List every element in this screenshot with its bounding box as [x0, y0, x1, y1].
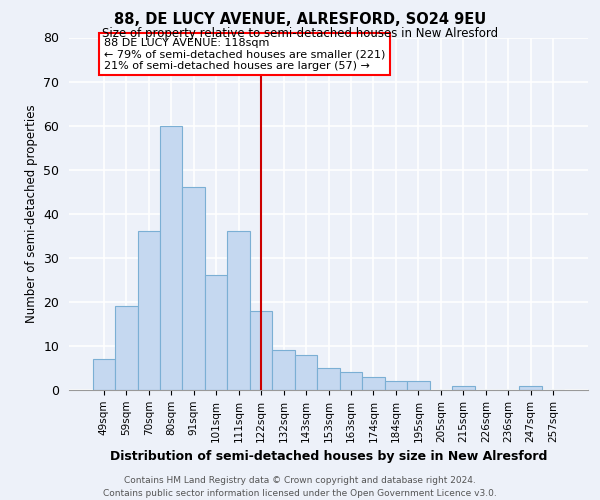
Text: 88, DE LUCY AVENUE, ALRESFORD, SO24 9EU: 88, DE LUCY AVENUE, ALRESFORD, SO24 9EU	[114, 12, 486, 28]
Bar	[452, 386, 475, 390]
Bar	[205, 276, 227, 390]
Bar	[160, 126, 182, 390]
Bar	[272, 350, 295, 390]
Bar	[92, 359, 115, 390]
Bar	[137, 232, 160, 390]
Bar	[250, 310, 272, 390]
Bar	[115, 306, 137, 390]
Bar	[407, 381, 430, 390]
Bar	[340, 372, 362, 390]
Text: Contains HM Land Registry data © Crown copyright and database right 2024.
Contai: Contains HM Land Registry data © Crown c…	[103, 476, 497, 498]
Bar	[385, 381, 407, 390]
Y-axis label: Number of semi-detached properties: Number of semi-detached properties	[25, 104, 38, 323]
Bar	[317, 368, 340, 390]
X-axis label: Distribution of semi-detached houses by size in New Alresford: Distribution of semi-detached houses by …	[110, 450, 547, 463]
Text: 88 DE LUCY AVENUE: 118sqm
← 79% of semi-detached houses are smaller (221)
21% of: 88 DE LUCY AVENUE: 118sqm ← 79% of semi-…	[104, 38, 385, 70]
Bar	[295, 355, 317, 390]
Bar	[227, 232, 250, 390]
Text: Size of property relative to semi-detached houses in New Alresford: Size of property relative to semi-detach…	[102, 28, 498, 40]
Bar	[362, 377, 385, 390]
Bar	[182, 188, 205, 390]
Bar	[520, 386, 542, 390]
